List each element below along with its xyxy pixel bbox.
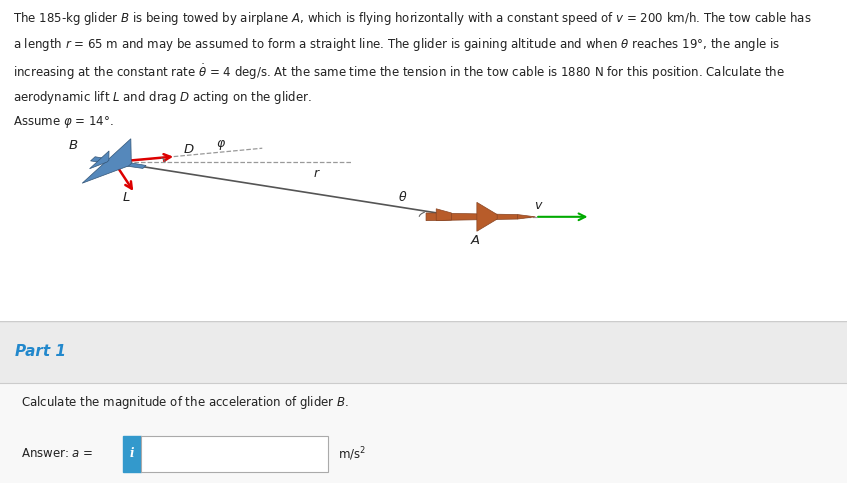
Text: $B$: $B$ xyxy=(68,140,78,152)
Polygon shape xyxy=(436,209,451,221)
Text: $v$: $v$ xyxy=(534,199,543,212)
Text: The 185-kg glider $B$ is being towed by airplane $A$, which is flying horizontal: The 185-kg glider $B$ is being towed by … xyxy=(13,10,811,27)
Bar xyxy=(0,321,847,383)
Text: $D$: $D$ xyxy=(183,143,194,156)
Text: i: i xyxy=(130,447,135,460)
Text: $A$: $A$ xyxy=(470,234,481,247)
Text: m/s$^2$: m/s$^2$ xyxy=(338,445,366,463)
Text: $\theta$: $\theta$ xyxy=(398,190,407,204)
Polygon shape xyxy=(426,213,518,221)
Text: $r$: $r$ xyxy=(313,167,321,180)
Text: $\varphi$: $\varphi$ xyxy=(216,138,226,152)
Text: Calculate the magnitude of the acceleration of glider $B$.: Calculate the magnitude of the accelerat… xyxy=(21,394,349,411)
Text: Assume $\varphi$ = 14°.: Assume $\varphi$ = 14°. xyxy=(13,114,113,130)
Polygon shape xyxy=(518,214,535,219)
Text: Part 1: Part 1 xyxy=(15,344,66,359)
Text: Answer: $a$ =: Answer: $a$ = xyxy=(21,447,94,460)
Polygon shape xyxy=(91,157,146,169)
Polygon shape xyxy=(82,139,131,183)
Bar xyxy=(0,383,847,483)
Text: $L$: $L$ xyxy=(122,191,130,204)
Text: increasing at the constant rate $\dot{\theta}$ = 4 deg/s. At the same time the t: increasing at the constant rate $\dot{\t… xyxy=(13,62,784,82)
FancyBboxPatch shape xyxy=(123,436,141,472)
Polygon shape xyxy=(477,202,497,231)
Text: a length $r$ = 65 m and may be assumed to form a straight line. The glider is ga: a length $r$ = 65 m and may be assumed t… xyxy=(13,36,780,53)
FancyBboxPatch shape xyxy=(141,436,328,472)
Text: aerodynamic lift $L$ and drag $D$ acting on the glider.: aerodynamic lift $L$ and drag $D$ acting… xyxy=(13,89,312,106)
Polygon shape xyxy=(90,151,109,169)
